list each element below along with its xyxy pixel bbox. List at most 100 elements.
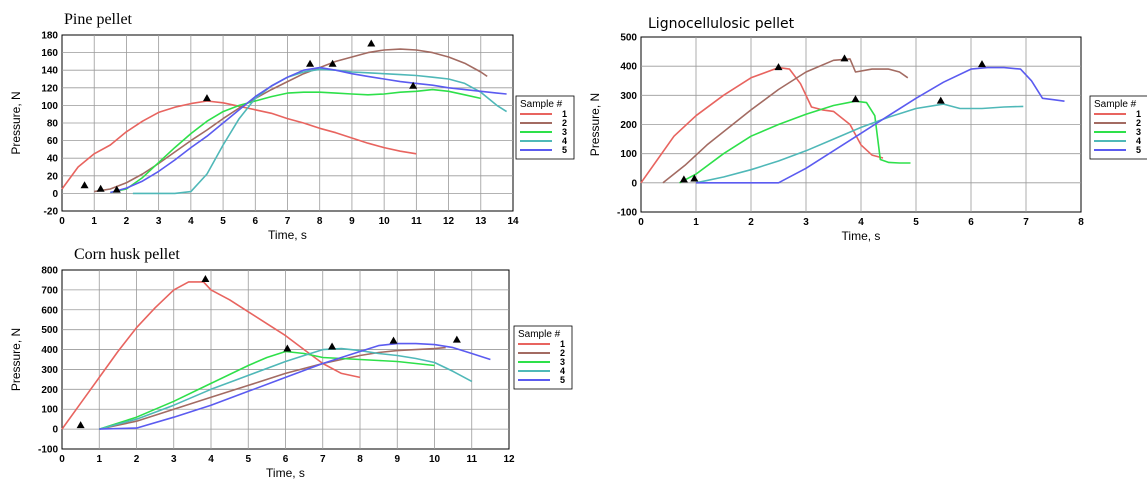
corn-husk-pellet-chart: Corn husk pellet 0 1 2 3 4 5 6 7 8 9 10 11 12-100010… — [9, 246, 573, 480]
x-tick-label: 2 — [124, 216, 130, 227]
y-tick-label: 200 — [620, 120, 637, 131]
legend-box — [515, 95, 575, 160]
peak-marker — [328, 59, 337, 67]
x-tick-label: 5 — [245, 454, 251, 465]
y-tick-label: 160 — [41, 48, 58, 59]
y-axis-label: Pressure, N — [588, 93, 602, 156]
x-tick-label: 7 — [320, 454, 326, 465]
y-axis-label: Pressure, N — [9, 91, 23, 154]
x-tick-label: 0 — [59, 216, 65, 227]
legend-label-2: 2 — [560, 348, 565, 358]
legend-box — [1089, 95, 1147, 160]
x-tick-label: 4 — [208, 454, 214, 465]
x-tick-label: 4 — [188, 216, 194, 227]
x-tick-label: 5 — [913, 217, 919, 228]
y-tick-label: -100 — [617, 208, 637, 219]
x-tick-label: 11 — [466, 454, 477, 465]
y-tick-label: 60 — [47, 136, 59, 147]
x-axis-label: Time, s — [842, 229, 881, 243]
y-tick-label: 140 — [41, 66, 58, 77]
peak-marker — [80, 181, 89, 189]
x-tick-label: 5 — [220, 216, 226, 227]
peak-marker — [96, 184, 105, 192]
x-tick-label: 10 — [379, 216, 391, 227]
peak-marker — [679, 175, 688, 183]
x-tick-label: 11 — [411, 216, 422, 227]
x-tick-label: 1 — [91, 216, 97, 227]
peak-marker — [389, 336, 398, 344]
peak-marker — [936, 96, 945, 104]
legend-box — [513, 325, 573, 390]
y-tick-label: 600 — [41, 305, 58, 316]
y-tick-label: -20 — [44, 207, 59, 218]
x-tick-label: 1 — [96, 454, 102, 465]
series-line-2 — [94, 48, 488, 193]
y-axis-label: Pressure, N — [9, 328, 23, 391]
legend-label-4: 4 — [562, 136, 567, 146]
x-tick-label: 7 — [285, 216, 291, 227]
x-tick-label: 8 — [357, 454, 363, 465]
series-line-3 — [99, 350, 435, 430]
y-tick-label: 700 — [41, 285, 58, 296]
peak-marker — [840, 54, 849, 62]
y-tick-label: 300 — [620, 91, 637, 102]
y-tick-label: 400 — [620, 62, 637, 73]
legend-label-1: 1 — [562, 109, 567, 119]
legend-label-5: 5 — [560, 375, 565, 385]
x-tick-label: 13 — [475, 216, 487, 227]
x-tick-label: 9 — [349, 216, 355, 227]
peak-marker — [774, 63, 783, 71]
legend-title: Sample # — [518, 329, 561, 340]
peak-marker — [112, 185, 121, 193]
peak-marker — [76, 421, 85, 429]
y-tick-label: 20 — [47, 171, 59, 182]
y-tick-label: 0 — [52, 189, 58, 200]
legend-label-4: 4 — [560, 366, 565, 376]
x-tick-label: 14 — [507, 216, 519, 227]
y-tick-label: 100 — [41, 405, 58, 416]
y-tick-label: -100 — [38, 445, 58, 456]
peak-marker — [851, 95, 860, 103]
y-tick-label: 200 — [41, 385, 58, 396]
y-tick-label: 500 — [620, 33, 637, 44]
x-tick-label: 7 — [1023, 217, 1029, 228]
y-tick-label: 0 — [631, 178, 637, 189]
legend-label-2: 2 — [562, 118, 567, 128]
legend-label-1: 1 — [560, 339, 565, 349]
corn-husk-pellet-title: Corn husk pellet — [74, 246, 180, 263]
peak-marker — [283, 344, 292, 352]
x-tick-label: 2 — [134, 454, 140, 465]
legend-label-3: 3 — [562, 127, 567, 137]
legend-label-3: 3 — [560, 357, 565, 367]
x-tick-label: 8 — [1078, 217, 1084, 228]
peak-marker — [978, 60, 986, 68]
x-tick-label: 9 — [394, 454, 400, 465]
series-line-3 — [679, 100, 911, 184]
peak-marker — [409, 81, 418, 89]
series-line-3 — [110, 88, 481, 194]
legend-label-5: 5 — [1136, 145, 1141, 155]
pine-pellet-title: Pine pellet — [64, 11, 133, 28]
peak-marker — [202, 94, 211, 102]
x-tick-label: 3 — [803, 217, 809, 228]
y-tick-label: 80 — [47, 119, 59, 130]
legend-label-3: 3 — [1136, 127, 1141, 137]
lignocellulosic-pellet-title: Lignocellulosic pellet — [648, 16, 795, 32]
y-tick-label: 800 — [41, 266, 58, 277]
series-line-1 — [61, 100, 417, 190]
peak-marker — [367, 39, 376, 47]
series-line-5 — [99, 342, 491, 430]
y-tick-label: 400 — [41, 345, 58, 356]
x-tick-label: 0 — [59, 454, 65, 465]
y-tick-label: 100 — [41, 101, 58, 112]
y-tick-label: 0 — [52, 425, 58, 436]
legend-label-2: 2 — [1136, 118, 1141, 128]
x-tick-label: 8 — [317, 216, 323, 227]
x-tick-label: 6 — [968, 217, 974, 228]
x-tick-label: 12 — [443, 216, 455, 227]
y-tick-label: 500 — [41, 325, 58, 336]
series-line-5 — [696, 66, 1065, 184]
